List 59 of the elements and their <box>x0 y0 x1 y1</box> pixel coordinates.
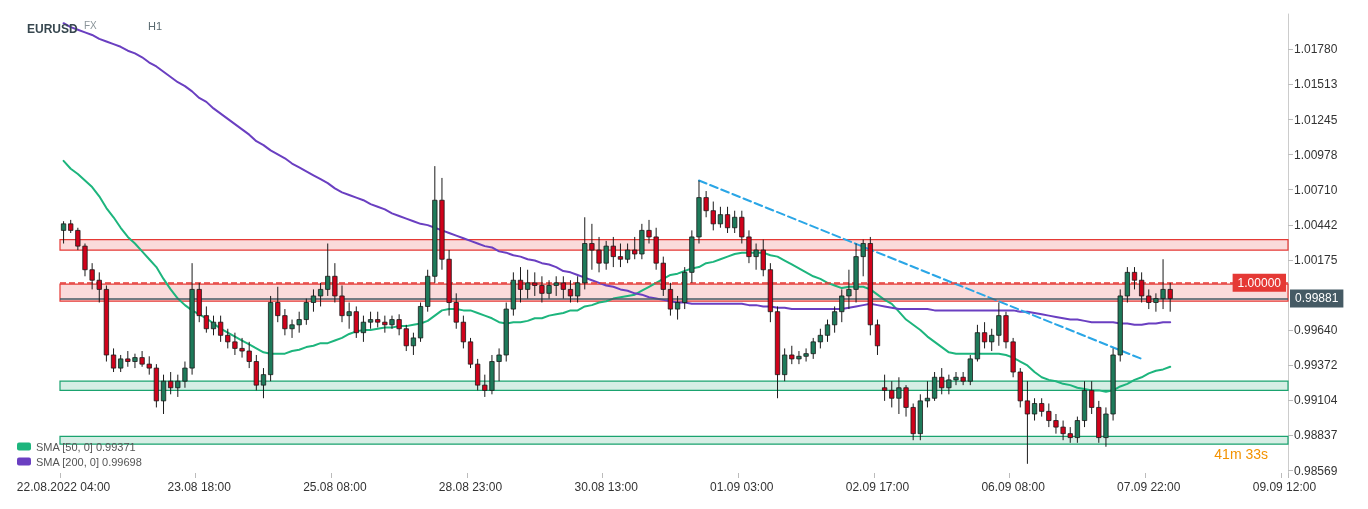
x-tick-label: 30.08 13:00 <box>574 480 639 494</box>
x-tick-label: 22.08.2022 04:00 <box>16 480 111 494</box>
candlestick <box>617 243 624 268</box>
candlestick <box>1131 266 1138 290</box>
y-tick-label: 1.01245 <box>1294 112 1338 127</box>
candlestick <box>360 315 367 343</box>
candlestick <box>467 337 474 369</box>
ref-line-label: 1.00000 <box>1237 275 1282 290</box>
y-tick-label: 1.00175 <box>1294 252 1338 267</box>
candlestick <box>60 220 67 244</box>
candlestick <box>824 319 831 343</box>
candlestick <box>1074 416 1080 444</box>
y-tick-label: 1.00710 <box>1294 182 1338 197</box>
candlestick <box>110 347 117 373</box>
candlestick <box>567 279 574 304</box>
candlestick <box>317 282 324 307</box>
x-tick-label: 25.08 08:00 <box>303 480 367 494</box>
x-tick-label: 07.09 22:00 <box>1117 480 1181 494</box>
x-tick-label: 06.09 08:00 <box>981 480 1046 494</box>
candlestick <box>882 374 888 402</box>
legend-label: SMA [200, 0] 0.99698 <box>36 455 142 468</box>
candlestick <box>460 315 466 349</box>
candlestick <box>874 319 881 356</box>
candlestick <box>931 371 938 402</box>
y-tick-label: 1.01780 <box>1294 42 1338 57</box>
y-tick-label: 1.00978 <box>1294 147 1338 162</box>
candlestick <box>624 243 631 264</box>
x-tick-label: 09.09 12:00 <box>1252 480 1317 494</box>
candlestick <box>310 288 317 313</box>
candlestick <box>210 315 217 336</box>
text: EURUSD <box>27 22 79 36</box>
y-tick-label: 0.98569 <box>1294 463 1338 478</box>
x-tick-label: 28.08 23:00 <box>438 480 503 494</box>
y-tick-label: 0.98837 <box>1294 428 1338 443</box>
annotation: H1 <box>148 19 163 32</box>
y-tick-label: 1.00442 <box>1294 217 1338 232</box>
y-tick-label: 0.99640 <box>1294 323 1338 338</box>
annotation: FX <box>84 19 98 31</box>
candlestick <box>724 206 731 234</box>
y-tick-label: 0.99372 <box>1294 358 1338 373</box>
candlestick <box>517 266 524 304</box>
candlestick <box>160 374 167 415</box>
candlestick <box>674 295 681 321</box>
candlestick <box>575 275 581 304</box>
ref-line-label: 0.99881 <box>1295 291 1339 306</box>
candlestick <box>1031 397 1038 422</box>
x-tick-label: 23.08 18:00 <box>167 480 232 494</box>
candlestick <box>981 321 988 349</box>
x-tick-label: 02.09 17:00 <box>845 480 910 494</box>
candlestick <box>410 332 417 356</box>
annotation: 41m 33s <box>1214 446 1269 462</box>
y-tick-label: 0.99104 <box>1294 393 1338 408</box>
x-tick-label: 01.09 03:00 <box>710 480 774 494</box>
candlestick <box>1024 380 1031 465</box>
candlestick <box>924 380 931 408</box>
candlestick <box>667 282 674 317</box>
candlestick <box>717 206 724 229</box>
y-tick-label: 1.01513 <box>1294 77 1338 92</box>
candlestick <box>260 367 267 399</box>
